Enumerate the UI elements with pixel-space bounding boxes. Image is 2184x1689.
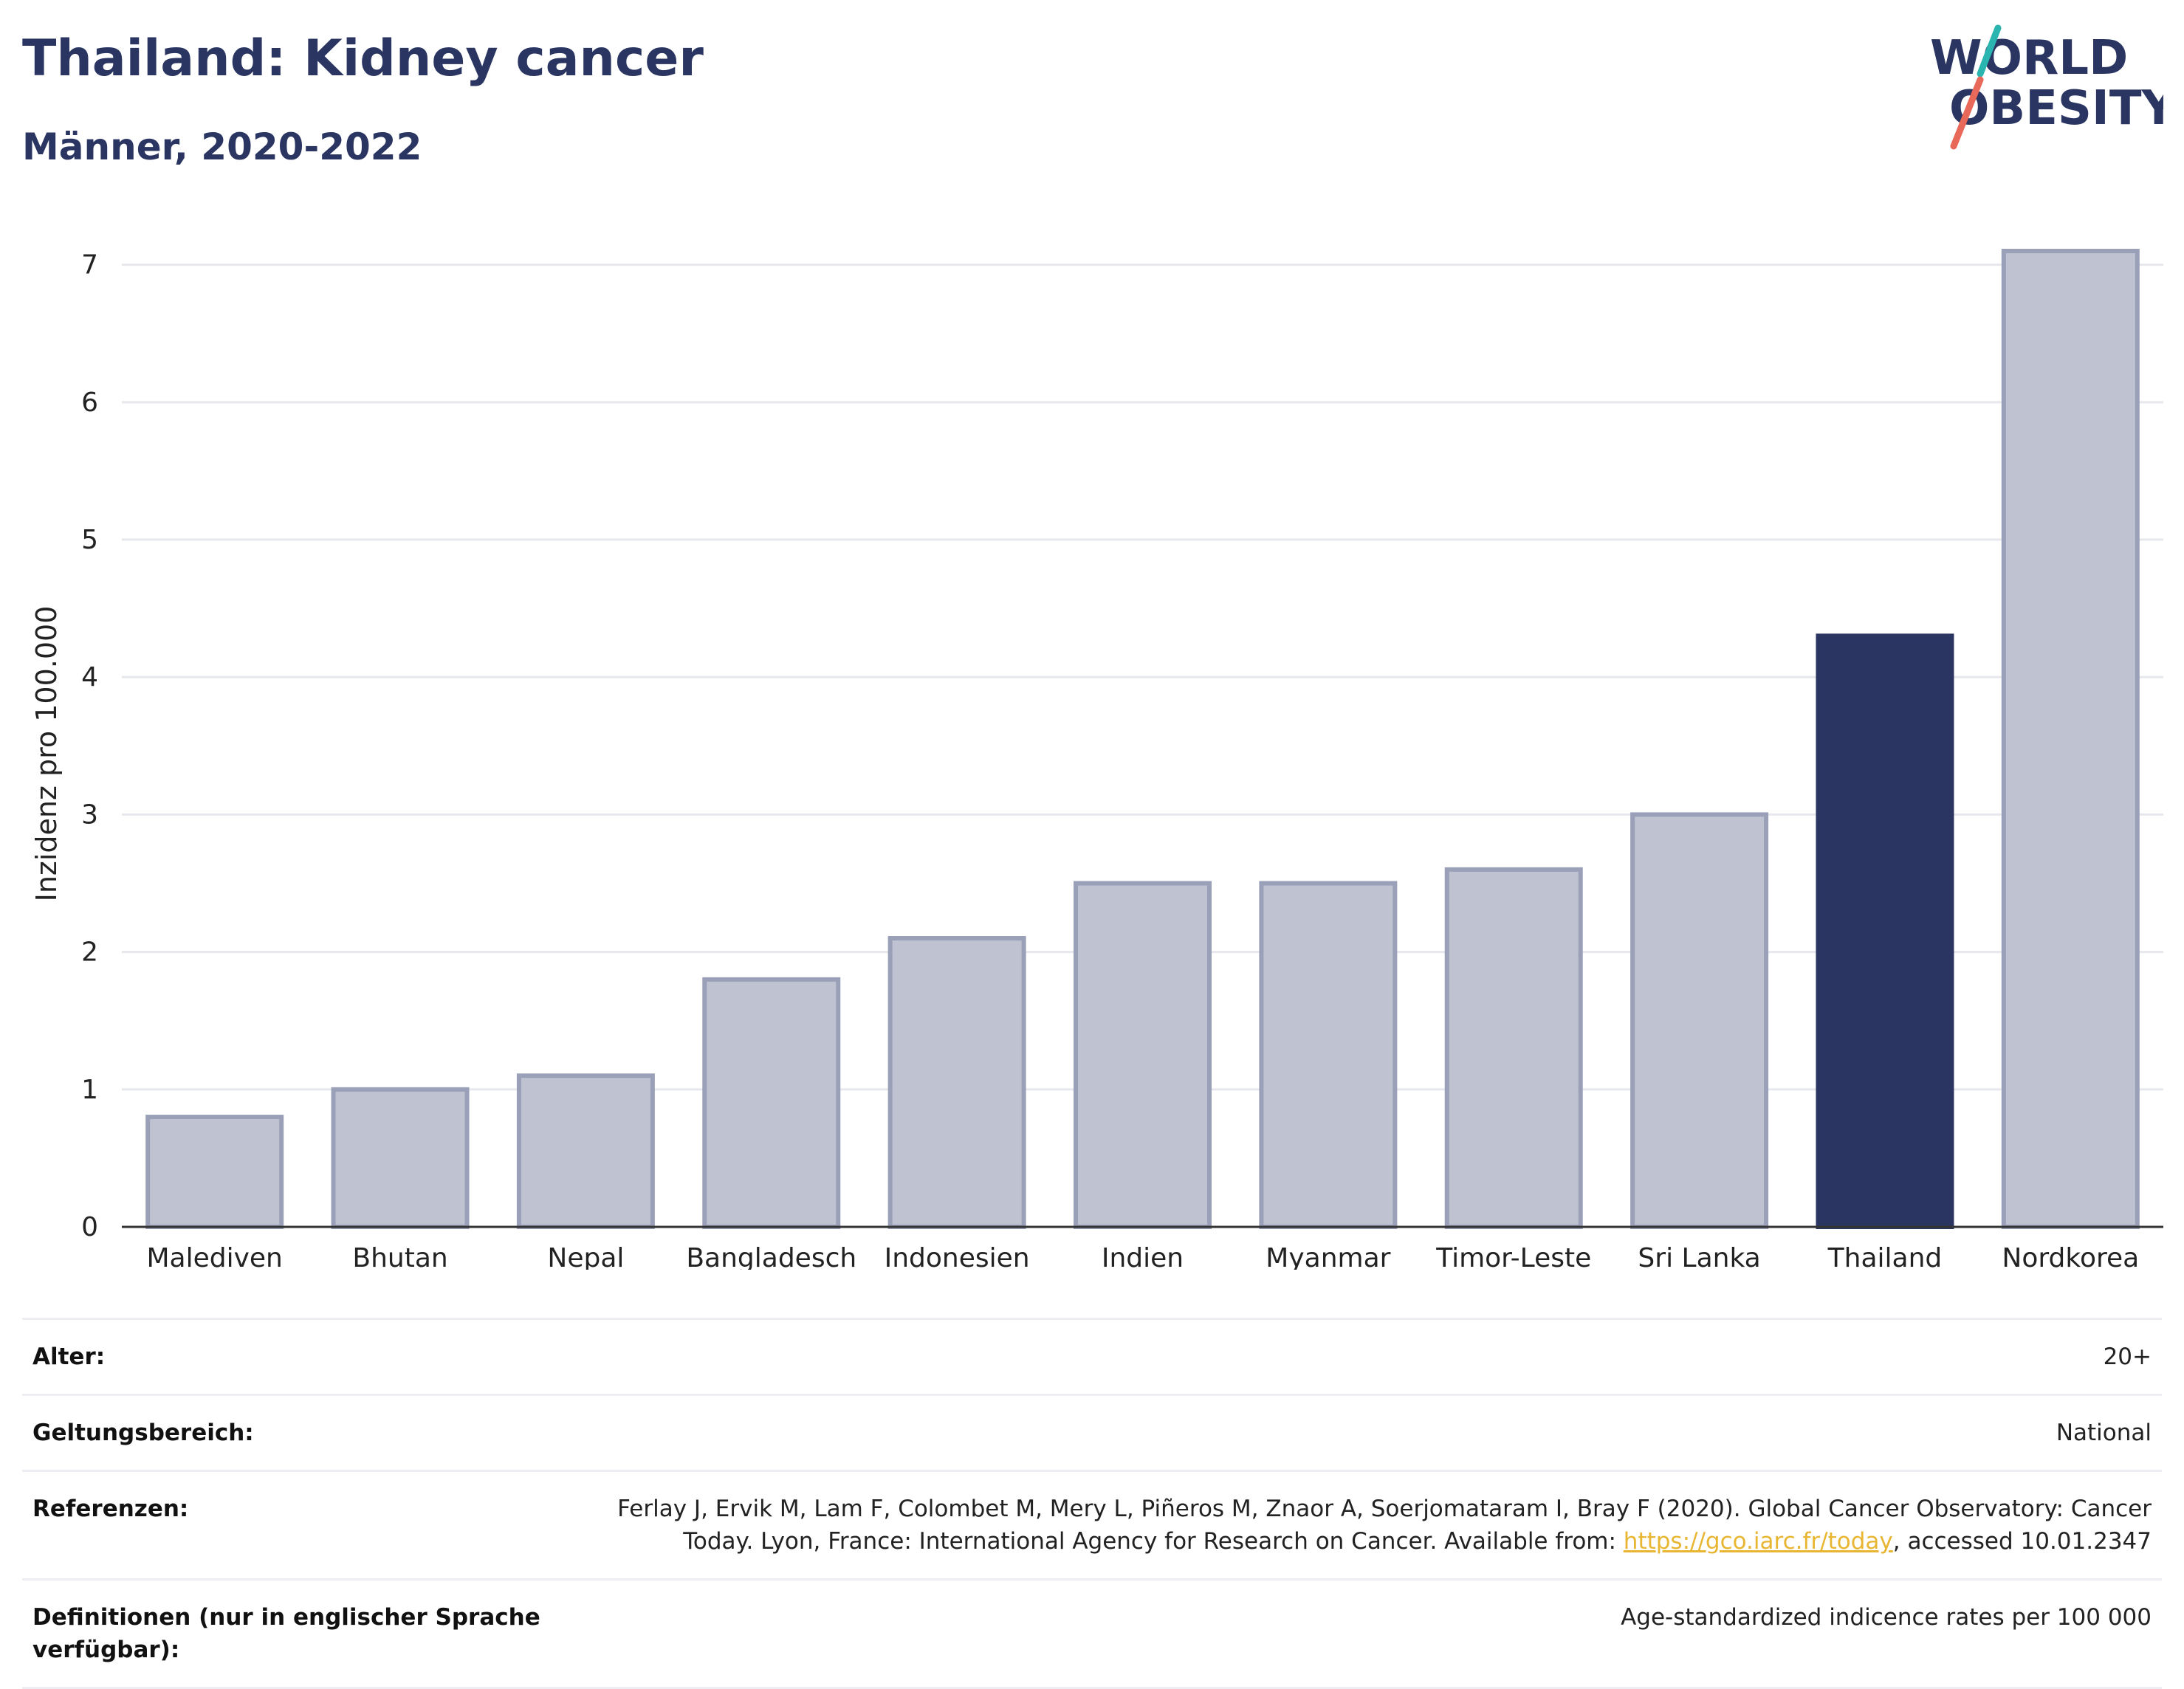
meta-row-references: Referenzen: Ferlay J, Ervik M, Lam F, Co… — [22, 1470, 2162, 1578]
x-tick-label: Indonesien — [885, 1243, 1030, 1270]
x-tick-label: Bhutan — [352, 1243, 447, 1270]
y-tick-label: 6 — [81, 388, 98, 418]
meta-value-scope: National — [2056, 1420, 2152, 1446]
bar — [1816, 633, 1954, 1229]
logo-line1: WORLD — [1930, 31, 2128, 86]
x-tick-label: Sri Lanka — [1638, 1243, 1760, 1270]
bar — [887, 935, 1026, 1229]
x-tick-label: Malediven — [146, 1243, 282, 1270]
meta-value-age: 20+ — [2103, 1344, 2152, 1370]
meta-row-scope: Geltungsbereich: National — [22, 1394, 2162, 1470]
bar — [145, 1115, 284, 1229]
y-tick-label: 0 — [81, 1212, 98, 1242]
y-tick-label: 4 — [81, 662, 98, 692]
bar — [1074, 881, 1212, 1229]
bar — [331, 1087, 470, 1230]
world-obesity-logo: WORLD OBESITY — [1930, 24, 2163, 150]
bar — [2001, 249, 2140, 1229]
meta-label-definitions: Definitionen (nur in englischer Sprache … — [32, 1604, 540, 1663]
page-subtitle: Männer, 2020-2022 — [22, 125, 422, 168]
y-tick-label: 5 — [81, 525, 98, 555]
y-tick-label: 7 — [81, 250, 98, 281]
meta-label-references: Referenzen: — [32, 1496, 189, 1522]
x-tick-label: Thailand — [1827, 1243, 1943, 1270]
meta-value-definitions: Age-standardized indicence rates per 100… — [1621, 1604, 2152, 1631]
meta-label-scope: Geltungsbereich: — [32, 1420, 254, 1446]
logo-slash-top — [1977, 24, 2002, 78]
y-axis-label: Inzidenz pro 100.000 — [30, 606, 63, 902]
x-tick-label: Bangladesch — [686, 1243, 856, 1270]
page-title: Thailand: Kidney cancer — [22, 30, 704, 88]
y-tick-label: 3 — [81, 799, 98, 830]
y-tick-label: 1 — [81, 1075, 98, 1105]
metadata-table: Alter: 20+ Geltungsbereich: National Ref… — [22, 1318, 2162, 1689]
x-tick-label: Nordkorea — [2002, 1243, 2139, 1270]
bar — [1259, 881, 1398, 1229]
bar-chart: 0 1 2 3 4 5 6 7 Malediven Bhutan Nepal Bangladesch I… — [30, 249, 2163, 1270]
meta-row-definitions: Definitionen (nur in englischer Sprache … — [22, 1578, 2162, 1689]
x-tick-label: Timor-Leste — [1435, 1243, 1591, 1270]
y-tick-label: 2 — [81, 938, 98, 968]
reference-text-line2: Today. Lyon, France: International Agenc… — [683, 1528, 1624, 1555]
x-tick-label: Myanmar — [1266, 1243, 1390, 1270]
meta-label-age: Alter: — [32, 1344, 106, 1370]
bar — [1444, 867, 1583, 1229]
bar — [702, 977, 841, 1230]
meta-value-references: Ferlay J, Ervik M, Lam F, Colombet M, Me… — [617, 1493, 2152, 1558]
x-tick-label: Nepal — [547, 1243, 624, 1270]
logo-line2: OBESITY — [1949, 81, 2163, 136]
logo-slash-bottom — [1950, 76, 1984, 150]
reference-text-line1: Ferlay J, Ervik M, Lam F, Colombet M, Me… — [617, 1496, 2152, 1522]
reference-link[interactable]: https://gco.iarc.fr/today — [1623, 1528, 1893, 1555]
reference-accessed: , accessed 10.01.2347 — [1892, 1528, 2152, 1555]
bar — [1630, 812, 1769, 1229]
meta-row-age: Alter: 20+ — [22, 1318, 2162, 1394]
bar — [516, 1073, 655, 1229]
x-tick-label: Indien — [1102, 1243, 1184, 1270]
